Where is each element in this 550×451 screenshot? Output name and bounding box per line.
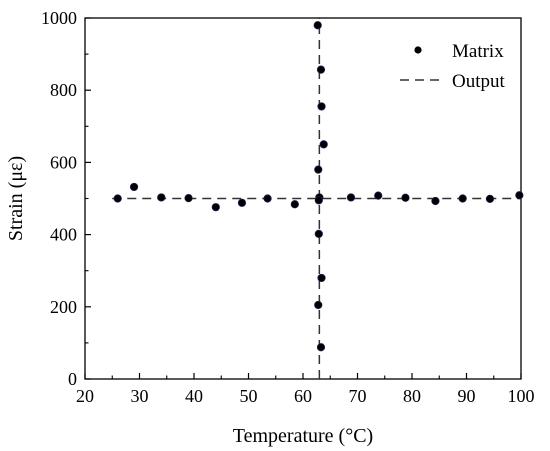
y-tick-label: 400 [50,225,77,245]
y-axis-ticks: 0 200 400 600 800 1000 [41,8,91,389]
x-tick-label: 40 [185,386,203,406]
x-tick-label: 90 [458,386,476,406]
legend-marker-matrix [414,46,422,54]
x-tick-label: 60 [294,386,312,406]
matrix-data-point [314,229,323,238]
matrix-data-point [316,343,326,352]
matrix-data-point [346,193,356,202]
matrix-data-point [316,65,326,74]
matrix-data-point [211,203,220,212]
y-axis-label: Strain (με) [5,156,27,241]
matrix-data-point [313,21,322,30]
matrix-data-point [184,194,193,203]
y-tick-label: 200 [50,297,77,317]
x-tick-label: 20 [76,386,94,406]
x-tick-label: 30 [131,386,149,406]
matrix-data-point [237,198,247,207]
matrix-data-point [113,194,122,203]
matrix-data-point [431,196,440,206]
x-tick-label: 80 [403,386,421,406]
legend-label-output: Output [452,71,506,92]
y-tick-label: 1000 [41,8,77,28]
matrix-data-point [458,194,467,203]
matrix-data-point [263,194,272,203]
matrix-data-point [157,193,166,202]
matrix-data-point [374,191,383,200]
matrix-data-points [113,21,524,352]
x-tick-label: 100 [508,386,535,406]
y-tick-label: 800 [50,80,77,100]
matrix-data-point [314,165,323,174]
legend-label-matrix: Matrix [452,41,504,62]
legend: Matrix Output [400,41,506,92]
matrix-data-point [317,273,326,283]
matrix-data-point [401,193,410,202]
matrix-data-point [314,300,323,310]
matrix-data-point [290,200,299,209]
x-tick-label: 70 [349,386,367,406]
x-axis-label: Temperature (°C) [233,425,373,447]
matrix-data-point [129,182,139,192]
matrix-data-point [314,196,323,205]
matrix-data-point [317,102,326,111]
matrix-data-point [515,191,524,200]
x-axis-ticks: 20 30 40 50 60 70 80 90 100 [76,373,535,406]
matrix-data-point [485,194,495,203]
y-tick-label: 600 [50,152,77,172]
y-tick-label: 0 [68,369,77,389]
x-tick-label: 50 [240,386,258,406]
matrix-data-point [319,140,328,149]
